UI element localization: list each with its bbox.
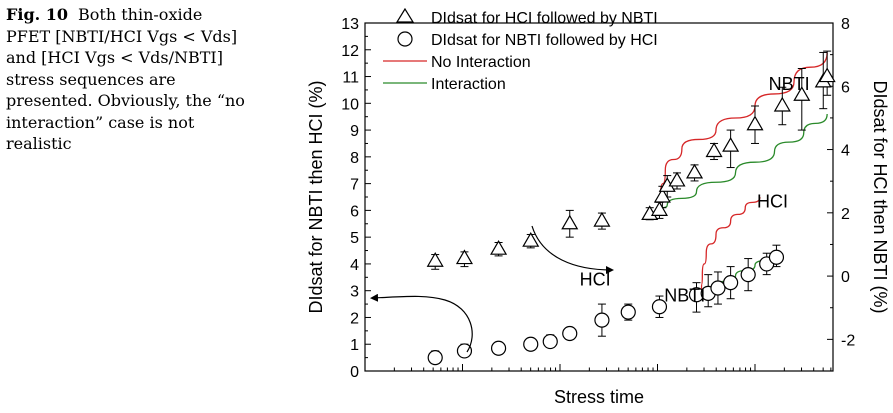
y-axis-label-right: DIdsat for HCI then NBTI (%) — [870, 80, 890, 313]
triangle-marker — [746, 115, 764, 131]
caption-text-0: Both thin-oxide — [78, 5, 203, 24]
circle-marker — [651, 299, 668, 315]
circle-marker — [710, 280, 726, 296]
y-left-tick-label: 3 — [350, 284, 359, 301]
caption-text-3: stress sequences are — [6, 69, 176, 89]
y-right-tick-label: 8 — [841, 16, 850, 33]
triangle-marker — [650, 201, 668, 216]
triangle-marker — [490, 239, 508, 255]
circle-marker — [427, 350, 443, 366]
legend-label: DIdsat for NBTI followed by HCI — [431, 32, 658, 49]
y-left-tick-label: 7 — [350, 177, 359, 194]
y-right-tick-label: 4 — [841, 143, 850, 160]
triangle-marker — [818, 67, 836, 83]
caption-text-4: presented. Obviously, the “no — [6, 91, 245, 110]
y-left-tick-label: 2 — [350, 310, 359, 327]
no-interaction-line — [700, 196, 761, 294]
caption-line: Fig. 10 Both thin-oxide — [6, 4, 296, 26]
legend: DIdsat for HCI followed by NBTI DIdsat fo… — [383, 7, 658, 93]
triangle-marker — [705, 142, 723, 158]
y-left-tick-label: 4 — [350, 257, 359, 274]
circle-marker — [523, 336, 539, 352]
y-left-tick-label: 8 — [350, 150, 359, 167]
legend-label: No Interaction — [431, 54, 531, 71]
triangle-marker — [773, 96, 791, 112]
annotations: NBTI HCI NBTI HCI — [580, 74, 810, 305]
circle-marker — [542, 333, 558, 350]
legend-label: Interaction — [431, 76, 506, 93]
y-right-tick-label: 6 — [841, 79, 850, 96]
interaction-line — [656, 113, 828, 211]
circle-marker — [456, 343, 473, 359]
circle-marker — [723, 275, 739, 291]
y-left-tick-label: 11 — [342, 70, 359, 87]
circle-marker — [594, 312, 610, 328]
circle-marker — [768, 249, 785, 265]
triangle-marker — [455, 249, 473, 265]
triangle-marker — [426, 252, 444, 267]
annotation-label: HCI — [757, 192, 788, 212]
y-right-tick-label: 0 — [841, 269, 850, 286]
y-axis-label-left: DIdsat for NBTI then HCI (%) — [306, 80, 326, 313]
triangle-marker — [722, 136, 740, 152]
legend-label: DIdsat for HCI followed by NBTI — [431, 10, 658, 27]
caption-text-1: PFET [NBTI/HCI Vgs < Vds] — [6, 26, 238, 46]
legend-circle-icon — [397, 31, 413, 47]
triangle-marker — [561, 214, 579, 230]
annotation-arrow-left — [370, 293, 473, 353]
caption-text-2: and [HCI Vgs < Vds/NBTI] — [6, 48, 223, 67]
annotation-label: HCI — [580, 269, 611, 289]
triangle-marker — [593, 211, 611, 227]
circle-marker — [490, 340, 507, 356]
caption-text-6: realistic — [6, 134, 72, 153]
y-left-tick-label: 1 — [350, 337, 359, 354]
y-left-tick-label: 12 — [341, 43, 359, 60]
y-left-tick-label: 0 — [350, 364, 359, 381]
figure-caption: Fig. 10 Both thin-oxide PFET [NBTI/HCI Vg… — [6, 4, 296, 155]
data-markers — [426, 67, 836, 366]
caption-text-5: interaction” case is not — [6, 112, 195, 132]
x-axis-label: Stress time — [554, 387, 644, 407]
circle-marker — [562, 325, 578, 342]
triangle-marker — [668, 171, 686, 187]
triangle-marker — [686, 163, 704, 179]
y-left-tick-label: 10 — [341, 96, 359, 113]
annotation-arrow-right — [531, 225, 614, 274]
y-right-tick-label: 2 — [841, 206, 850, 223]
circle-marker — [740, 267, 756, 283]
y-left-tick-label: 6 — [350, 203, 359, 220]
y-left-tick-label: 5 — [350, 230, 359, 247]
y-left-tick-label: 9 — [350, 123, 359, 140]
circle-marker — [620, 304, 636, 320]
triangle-marker — [522, 231, 540, 247]
y-right-tick-label: -2 — [841, 332, 855, 349]
triangle-marker — [793, 86, 811, 101]
caption-figure-label: Fig. 10 — [6, 5, 69, 24]
triangle-marker — [653, 187, 671, 203]
annotation-label: NBTI — [664, 285, 705, 305]
legend-triangle-icon — [395, 7, 415, 23]
y-left-tick-label: 13 — [341, 16, 359, 33]
annotation-label: NBTI — [769, 74, 810, 94]
